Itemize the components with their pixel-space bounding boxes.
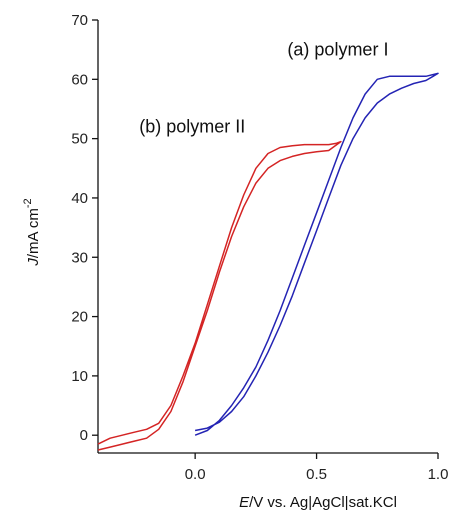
y-tick-label: 70: [71, 12, 88, 29]
y-tick-label: 20: [71, 309, 88, 326]
annotation-series-b: (b) polymer II: [139, 117, 245, 137]
y-tick-label: 10: [71, 368, 88, 385]
y-tick-label: 50: [71, 131, 88, 148]
x-tick-label: 0.5: [306, 466, 327, 483]
series-layer: [97, 72, 439, 451]
x-ticks: 0.0 0.5 1.0: [185, 453, 449, 483]
x-tick-label: 1.0: [428, 466, 449, 483]
annotation-layer: (a) polymer I (b) polymer II: [139, 40, 388, 137]
y-axis-title-unit: /mA cm: [25, 208, 42, 258]
axes: [97, 20, 438, 454]
x-tick-label: 0.0: [185, 466, 206, 483]
y-axis-title-superscript: -2: [22, 198, 34, 208]
series-line-b: [97, 140, 342, 451]
x-axis-title-unit: /V vs. Ag|AgCl|sat.KCl: [249, 494, 397, 511]
annotation-series-a: (a) polymer I: [287, 40, 388, 60]
x-axis-title-variable: E: [239, 494, 250, 511]
y-axis-title: J/mA cm-2: [22, 198, 42, 266]
y-axis-title-variable: J: [25, 258, 42, 267]
y-tick-label: 30: [71, 249, 88, 266]
y-tick-label: 60: [71, 71, 88, 88]
y-tick-label: 0: [80, 427, 88, 444]
series-line-a: [194, 72, 439, 436]
x-axis-title: E/V vs. Ag|AgCl|sat.KCl: [239, 494, 397, 511]
y-tick-label: 40: [71, 190, 88, 207]
y-ticks: 0 10 20 30 40 50 60 70: [71, 12, 98, 444]
